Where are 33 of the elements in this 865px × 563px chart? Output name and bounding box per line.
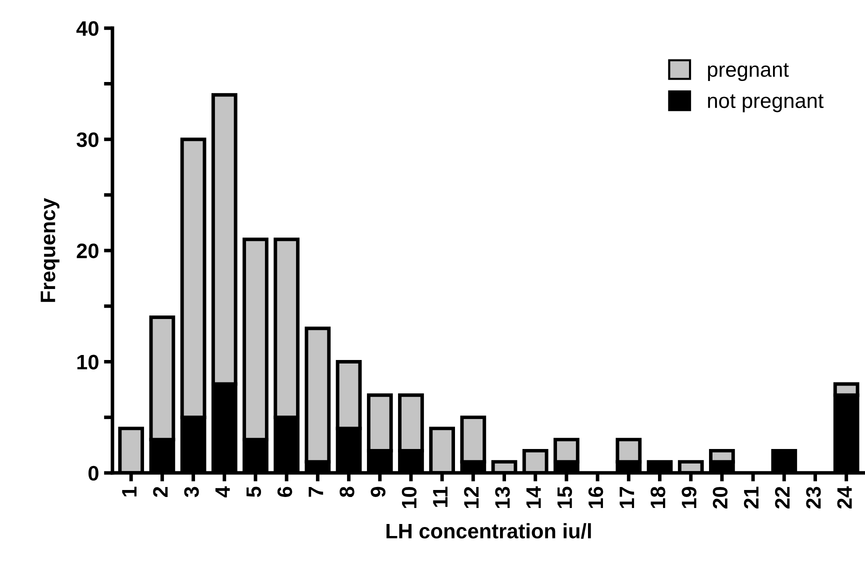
x-tick-label: 3 bbox=[184, 486, 199, 498]
x-tick-label: 13 bbox=[495, 486, 510, 508]
x-tick-label: 6 bbox=[277, 486, 292, 497]
x-tick-label: 2 bbox=[153, 486, 168, 497]
x-tick-label: 22 bbox=[774, 486, 790, 509]
y-tick-label: 20 bbox=[76, 244, 98, 258]
x-tick-label: 9 bbox=[370, 486, 386, 497]
x-tick-label: 14 bbox=[526, 486, 541, 508]
x-tick-label: 24 bbox=[837, 486, 852, 509]
x-tick-label: 18 bbox=[650, 486, 666, 508]
x-tick-label: 23 bbox=[806, 486, 821, 509]
x-tick-label: 16 bbox=[588, 486, 604, 508]
x-axis-title: LH concentration iu/l bbox=[386, 523, 591, 539]
legend-label: pregnant bbox=[708, 63, 789, 82]
x-tick-label: 11 bbox=[433, 486, 448, 507]
x-tick-label: 10 bbox=[402, 486, 417, 508]
x-tick-label: 21 bbox=[744, 486, 758, 509]
y-tick-label: 10 bbox=[77, 354, 98, 370]
x-tick-label: 8 bbox=[340, 486, 354, 498]
x-tick-label: 19 bbox=[682, 486, 696, 508]
x-tick-label: 20 bbox=[712, 486, 728, 509]
x-tick-label: 7 bbox=[308, 487, 324, 497]
x-tick-label: 5 bbox=[246, 486, 262, 498]
x-tick-label: 1 bbox=[122, 486, 136, 496]
y-tick-label: 40 bbox=[76, 21, 98, 36]
y-tick-label: 30 bbox=[76, 132, 98, 148]
x-tick-label: 4 bbox=[215, 486, 230, 498]
x-tick-label: 15 bbox=[558, 486, 572, 508]
y-axis-title: Frequency bbox=[40, 198, 60, 302]
legend-label: not pregnant bbox=[708, 94, 824, 112]
y-tick-label: 0 bbox=[88, 466, 98, 481]
x-tick-label: 12 bbox=[464, 486, 479, 508]
x-tick-label: 17 bbox=[620, 487, 634, 508]
